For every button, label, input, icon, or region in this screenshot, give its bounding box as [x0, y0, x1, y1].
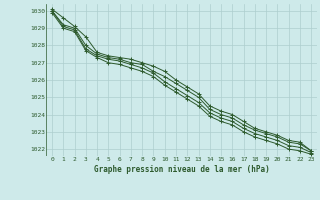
X-axis label: Graphe pression niveau de la mer (hPa): Graphe pression niveau de la mer (hPa) [94, 165, 269, 174]
